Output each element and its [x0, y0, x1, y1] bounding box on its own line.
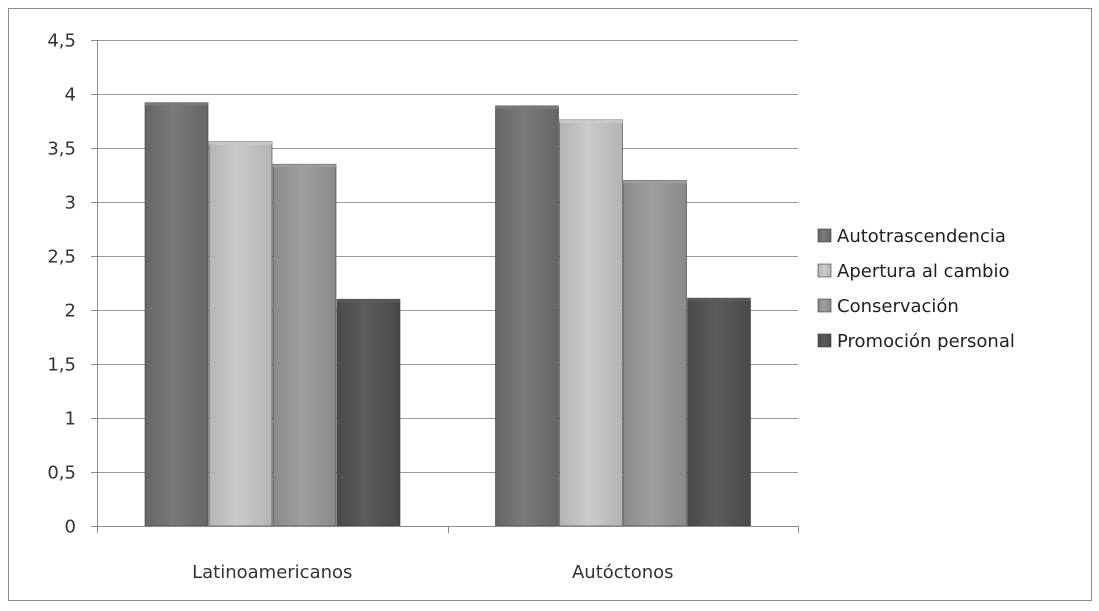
- legend-label: Autotrascendencia: [837, 226, 1006, 247]
- y-axis: 0 0,5 1 1,5 2 2,5 3 3,5 4 4,5: [47, 31, 98, 538]
- bar-top-highlight: [209, 141, 272, 145]
- bar-top-highlight: [337, 299, 400, 303]
- x-category-label: Autóctonos: [572, 562, 674, 583]
- bar-autotrascendencia-1: [495, 105, 559, 527]
- bars: [144, 102, 751, 527]
- y-tick-label: 2: [65, 301, 76, 322]
- legend: Autotrascendencia Apertura al cambio Conse…: [817, 226, 1015, 352]
- legend-label: Conservación: [837, 296, 959, 317]
- legend-swatch: [817, 333, 832, 348]
- y-tick-label: 0,5: [47, 463, 76, 484]
- bar-top-highlight: [273, 164, 336, 168]
- bar-top-highlight: [145, 102, 208, 106]
- legend-label: Promoción personal: [837, 331, 1015, 352]
- bar-promoción-personal-0: [336, 298, 401, 527]
- y-tick-label: 4,5: [47, 31, 76, 52]
- y-tick-label: 3: [65, 193, 76, 214]
- bar-conservación-1: [623, 180, 687, 527]
- y-tick-label: 1: [65, 409, 76, 430]
- y-tick-label: 4: [65, 85, 76, 106]
- bar-conservación-0: [272, 163, 337, 527]
- y-tick-label: 2,5: [47, 247, 76, 268]
- y-tick-label: 0: [65, 517, 76, 538]
- y-tick-label: 1,5: [47, 355, 76, 376]
- bar-autotrascendencia-0: [144, 102, 209, 527]
- legend-swatch: [817, 228, 832, 243]
- bar-top-highlight: [495, 105, 559, 109]
- x-category-label: Latinoamericanos: [192, 562, 352, 583]
- bar-top-highlight: [623, 180, 687, 184]
- legend-swatch: [817, 263, 832, 278]
- y-tick-label: 3,5: [47, 139, 76, 160]
- bar-top-highlight: [559, 119, 623, 123]
- legend-label: Apertura al cambio: [837, 261, 1010, 282]
- bar-apertura-al-cambio-0: [208, 141, 273, 527]
- legend-swatch: [817, 298, 832, 313]
- x-axis: Latinoamericanos Autóctonos: [97, 526, 799, 583]
- bar-promoción-personal-1: [687, 297, 751, 527]
- bar-top-highlight: [687, 298, 751, 302]
- bar-apertura-al-cambio-1: [559, 119, 623, 527]
